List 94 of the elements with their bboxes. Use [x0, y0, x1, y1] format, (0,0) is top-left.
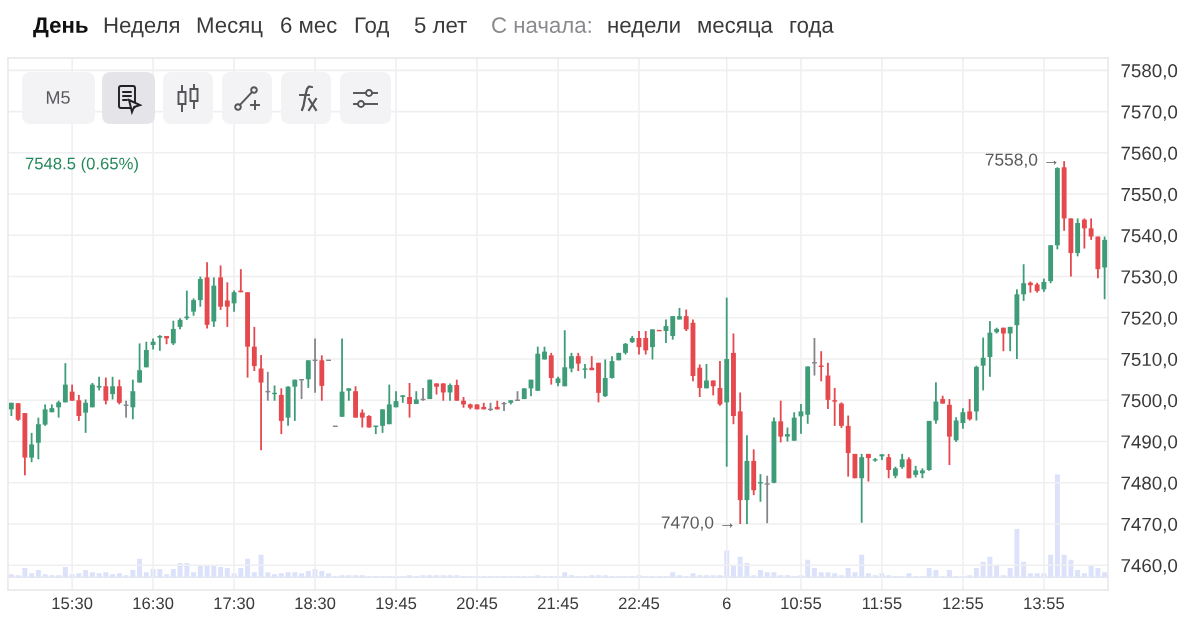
text: Год — [355, 17, 389, 38]
x-tick-label: 13:55 — [1024, 597, 1065, 610]
candlestick — [305, 359, 311, 389]
candlestick — [143, 340, 149, 369]
candlestick — [866, 453, 871, 483]
text: Месяц — [197, 17, 263, 38]
x-tick-label: 22:45 — [618, 597, 660, 610]
y-tick-label: 7470,0 — [1121, 517, 1178, 534]
text: 6 мес — [281, 17, 337, 33]
candlestick — [670, 315, 676, 341]
y-tick-label: 7480,0 — [1121, 476, 1178, 492]
candlestick — [582, 363, 588, 380]
text: года — [790, 20, 834, 38]
candlestick — [292, 378, 298, 422]
candlestick — [1081, 217, 1087, 250]
candlestick — [380, 408, 385, 434]
x-tick-label: 20:45 — [457, 597, 498, 610]
candlestick — [697, 363, 703, 398]
text: Неделя — [104, 17, 179, 38]
x-tick-label: 16:30 — [133, 597, 174, 610]
candlestick — [569, 351, 574, 374]
candlestick — [1021, 263, 1027, 302]
x-tick-label: 11:55 — [862, 597, 902, 610]
annotation: 7548.5 (0.65%) — [25, 157, 138, 173]
candlestick — [150, 337, 156, 351]
candlestick — [704, 363, 709, 390]
candlestick — [832, 387, 838, 427]
candlestick — [157, 334, 163, 352]
candlestick — [400, 394, 406, 404]
x-tick-label: 19:45 — [376, 597, 417, 610]
candlestick — [251, 325, 257, 372]
y-tick-label: 7500,0 — [1121, 394, 1178, 410]
candlestick — [62, 362, 68, 404]
y-tick-label: 7550,0 — [1121, 187, 1178, 204]
x-tick-label: 17:30 — [214, 597, 255, 610]
candlestick — [1007, 325, 1013, 353]
candlestick — [170, 319, 176, 346]
x-tick-label: 12:55 — [943, 597, 984, 610]
candlestick — [35, 416, 41, 461]
y-tick-label: 7570,0 — [1121, 105, 1178, 121]
annotation: M5 — [46, 91, 70, 104]
annotation: 7558,0 → — [985, 153, 1057, 168]
candlestick — [103, 376, 109, 406]
candlestick — [116, 378, 122, 406]
candlestick — [386, 383, 392, 426]
candlestick — [1088, 217, 1094, 241]
candlestick — [650, 328, 655, 361]
candlestick — [778, 399, 784, 444]
candlestick — [197, 275, 203, 308]
candlestick — [454, 378, 460, 402]
text: 5 лет — [414, 17, 467, 33]
candlestick — [231, 289, 237, 313]
candlestick — [359, 408, 365, 429]
y-tick-label: 7490,0 — [1121, 435, 1178, 451]
x-tick-label: 6 — [722, 597, 731, 610]
candlestick — [575, 351, 581, 372]
candlestick — [407, 382, 412, 419]
annotation: 7470,0 → — [661, 516, 733, 531]
candlestick — [89, 382, 95, 409]
candlestick — [602, 358, 608, 398]
y-tick-label: 7510,0 — [1121, 352, 1178, 369]
y-tick-label: 7520,0 — [1121, 311, 1178, 328]
x-tick-label: 10:55 — [781, 597, 822, 610]
candlestick — [83, 398, 89, 434]
candlestick — [562, 329, 568, 388]
candlestick — [346, 387, 352, 402]
candlestick — [886, 453, 892, 480]
text: С начала: — [492, 17, 591, 33]
candlestick — [967, 398, 973, 422]
y-tick-label: 7560,0 — [1121, 146, 1178, 163]
candlestick — [110, 375, 116, 401]
candlestick — [137, 342, 143, 384]
candlestick — [548, 351, 554, 386]
y-tick-label: 7540,0 — [1121, 229, 1178, 245]
candlestick — [29, 431, 35, 464]
y-tick-label: 7530,0 — [1121, 270, 1178, 286]
y-tick-label: 7460,0 — [1121, 558, 1178, 575]
candlestick — [764, 474, 770, 525]
candlestick — [980, 336, 986, 392]
candlestick — [839, 401, 844, 429]
candlestick — [933, 381, 939, 425]
x-tick-label: 15:30 — [52, 597, 93, 610]
text: День — [33, 17, 88, 38]
candlestick — [859, 453, 865, 524]
candlestick — [683, 308, 689, 332]
candlestick — [224, 281, 230, 328]
text: месяца — [698, 20, 773, 38]
candlestick — [643, 330, 649, 356]
x-tick-label: 18:30 — [295, 597, 336, 610]
candlestick — [130, 378, 136, 421]
candlestick — [791, 411, 797, 442]
y-tick-label: 7580,0 — [1121, 64, 1178, 80]
x-tick-label: 21:45 — [537, 597, 579, 610]
text: недели — [608, 20, 680, 38]
